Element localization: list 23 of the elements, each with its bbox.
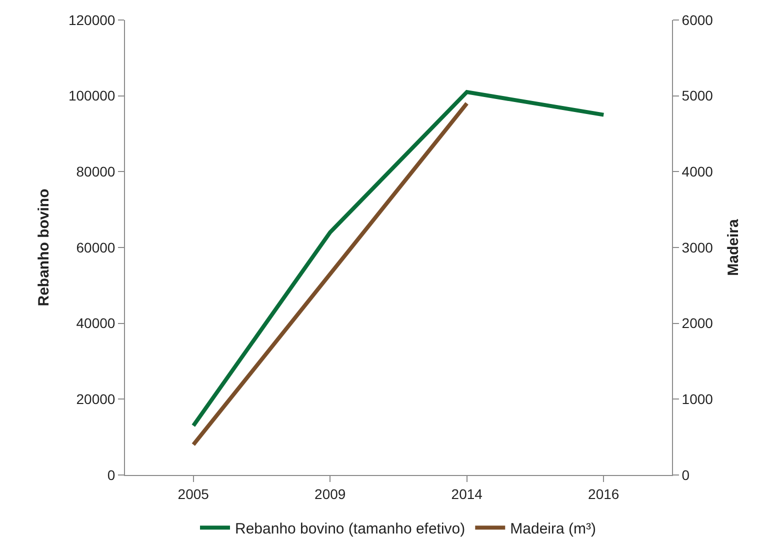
y2-tick-label: 5000 [682, 88, 714, 104]
x-tick-label: 2014 [451, 486, 483, 502]
y-axis-title: Rebanho bovino [36, 188, 53, 306]
y-tick-label: 120000 [68, 12, 116, 28]
y2-tick-label: 2000 [682, 315, 714, 332]
y-tick-label: 20000 [76, 391, 116, 408]
x-tick-label: 2005 [178, 486, 210, 502]
y-tick-label: 40000 [76, 315, 116, 332]
x-tick-label: 2016 [588, 486, 620, 502]
y-tick-label: 0 [107, 466, 116, 483]
x-tick-label: 2009 [314, 486, 346, 502]
y2-tick-label: 0 [682, 466, 690, 483]
legend-label: Rebanho bovino (tamanho efetivo) [235, 520, 466, 538]
y2-tick-label: 4000 [682, 164, 714, 180]
y-tick-label: 60000 [76, 239, 116, 256]
y2-axis-title: Madeira [725, 218, 742, 276]
y-tick-label: 80000 [76, 164, 116, 180]
y2-tick-label: 3000 [682, 239, 714, 256]
y2-tick-label: 6000 [682, 12, 714, 28]
y-tick-label: 100000 [68, 88, 116, 104]
line-series [191, 90, 606, 428]
legend-label: Madeira (m³) [510, 520, 596, 538]
y2-tick-label: 1000 [682, 391, 714, 408]
